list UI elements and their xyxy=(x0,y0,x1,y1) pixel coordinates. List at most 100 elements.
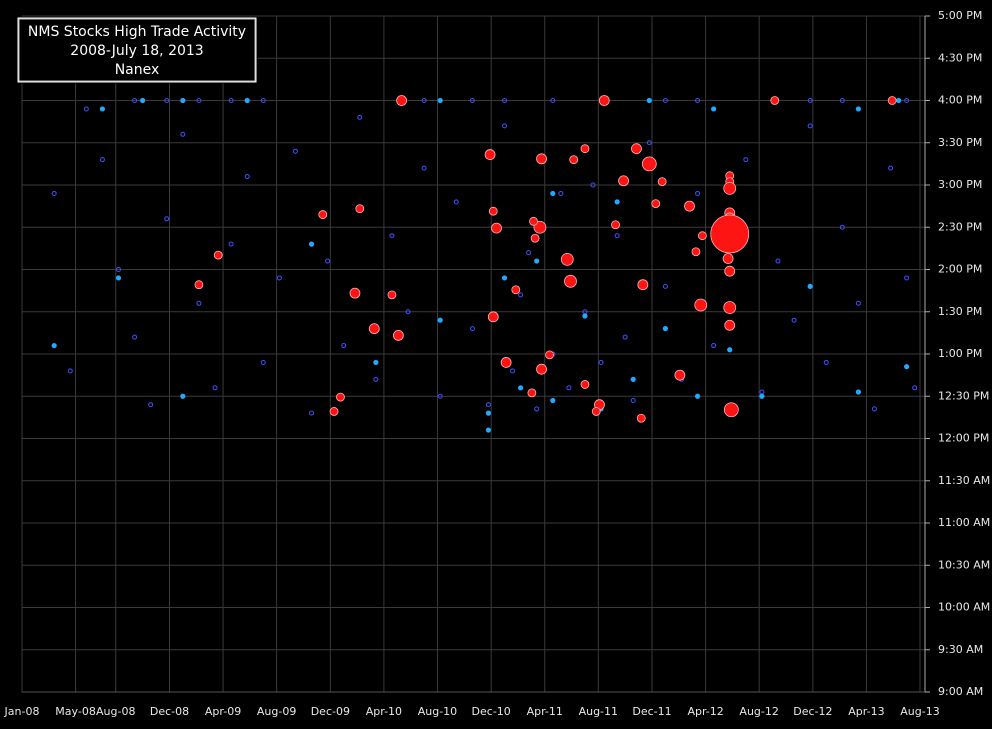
point xyxy=(724,265,736,277)
y-tick-label: 11:00 AM xyxy=(938,516,990,529)
point xyxy=(855,300,861,306)
point xyxy=(355,204,365,214)
point xyxy=(132,98,138,103)
y-tick-label: 9:00 AM xyxy=(938,685,983,698)
point xyxy=(500,357,512,368)
point xyxy=(196,300,202,306)
point xyxy=(325,258,331,264)
point xyxy=(534,406,540,412)
point xyxy=(308,241,315,247)
point xyxy=(839,224,845,230)
point xyxy=(526,250,532,256)
point xyxy=(630,397,636,403)
x-tick-label: Aug-09 xyxy=(257,705,296,718)
title-line: Nanex xyxy=(115,62,160,78)
point xyxy=(244,174,250,180)
point xyxy=(164,98,170,103)
point xyxy=(598,359,604,365)
point xyxy=(421,165,427,171)
point xyxy=(502,123,508,129)
point xyxy=(558,190,564,196)
point xyxy=(855,106,861,112)
x-tick-label: Aug-08 xyxy=(96,705,135,718)
y-tick-label: 4:00 PM xyxy=(938,94,982,107)
point xyxy=(116,267,122,272)
point xyxy=(564,274,577,288)
point xyxy=(631,143,642,155)
point xyxy=(904,275,910,281)
point xyxy=(469,326,475,332)
point xyxy=(518,385,524,391)
point xyxy=(691,247,701,257)
title-line: 2008-July 18, 2013 xyxy=(70,43,203,59)
point xyxy=(641,156,657,172)
point xyxy=(511,285,521,295)
point xyxy=(855,389,861,395)
x-tick-label: Aug-10 xyxy=(418,705,457,718)
point xyxy=(550,190,556,197)
point xyxy=(569,155,579,165)
point xyxy=(582,313,588,319)
point xyxy=(389,233,395,239)
point xyxy=(912,385,918,391)
point xyxy=(260,359,266,365)
point xyxy=(611,220,620,230)
point xyxy=(501,275,508,281)
point xyxy=(115,275,122,281)
point xyxy=(534,258,540,264)
point xyxy=(180,97,186,104)
point xyxy=(724,319,736,331)
point xyxy=(164,216,170,222)
point xyxy=(888,165,894,171)
point xyxy=(904,364,910,370)
y-tick-label: 2:00 PM xyxy=(938,263,982,276)
x-tick-label: Apr-10 xyxy=(366,705,402,718)
point xyxy=(228,98,234,103)
point xyxy=(336,392,345,402)
point xyxy=(341,343,347,349)
point xyxy=(723,402,739,418)
y-tick-label: 3:30 PM xyxy=(938,136,982,149)
x-tick-label: Aug-11 xyxy=(579,705,618,718)
point xyxy=(453,199,459,205)
point xyxy=(887,96,897,105)
x-tick-label: Dec-11 xyxy=(632,705,671,718)
point xyxy=(491,222,502,234)
point xyxy=(839,98,845,103)
point xyxy=(684,200,695,212)
point xyxy=(260,98,266,103)
point xyxy=(276,275,282,281)
point xyxy=(695,190,701,196)
point xyxy=(710,214,750,254)
point xyxy=(580,144,590,154)
point xyxy=(657,177,667,187)
y-tick-label: 2:30 PM xyxy=(938,220,982,233)
point xyxy=(373,376,379,382)
point xyxy=(560,252,574,266)
point xyxy=(488,206,498,216)
point xyxy=(244,97,250,104)
point xyxy=(618,175,629,187)
point xyxy=(622,334,628,340)
point xyxy=(357,114,363,120)
point xyxy=(662,98,668,103)
point xyxy=(437,317,443,323)
point xyxy=(651,199,661,208)
point xyxy=(646,97,652,104)
y-tick-label: 1:30 PM xyxy=(938,305,982,318)
y-tick-label: 12:30 PM xyxy=(938,389,989,402)
point xyxy=(694,298,708,312)
x-tick-label: Dec-09 xyxy=(311,705,350,718)
point xyxy=(212,385,218,391)
point xyxy=(711,343,717,349)
y-tick-label: 10:00 AM xyxy=(938,601,990,614)
point xyxy=(485,410,492,416)
point xyxy=(194,280,204,290)
point xyxy=(871,406,877,412)
point xyxy=(484,149,496,160)
point xyxy=(580,380,590,389)
point xyxy=(646,140,652,146)
point xyxy=(196,98,202,103)
point xyxy=(722,253,734,264)
